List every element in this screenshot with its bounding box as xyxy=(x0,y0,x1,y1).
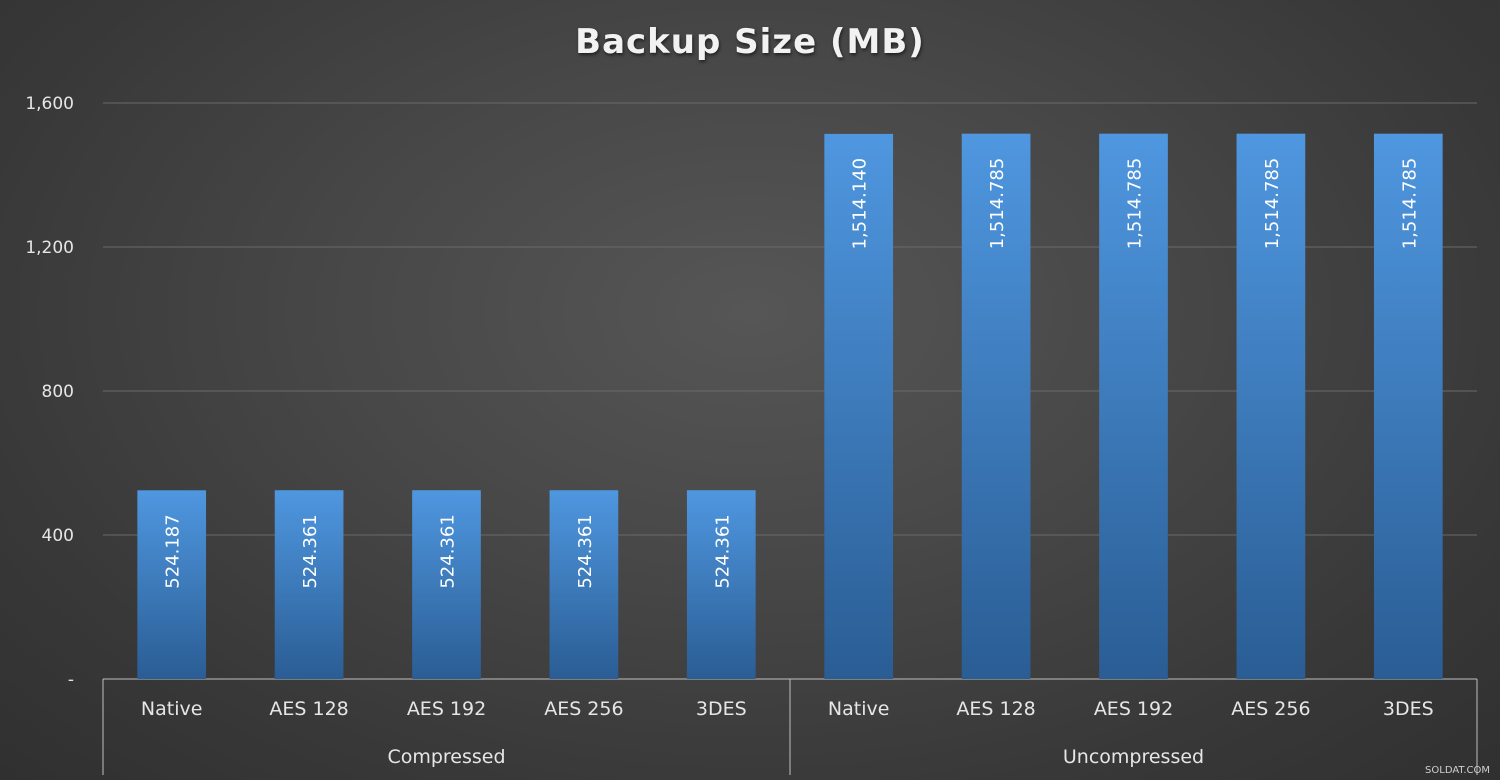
y-tick-label: 400 xyxy=(42,526,74,546)
data-label: 1,514.140 xyxy=(850,158,871,250)
data-label: 524.361 xyxy=(438,514,459,588)
data-label: 524.361 xyxy=(575,514,596,588)
data-label: 524.361 xyxy=(300,514,321,588)
data-label: 1,514.785 xyxy=(1399,158,1420,250)
watermark-text: SOLDAT.COM xyxy=(1425,765,1490,776)
bar xyxy=(137,490,207,679)
data-label: 524.361 xyxy=(712,514,733,588)
x-tick-label: Native xyxy=(828,698,890,720)
bar xyxy=(824,133,894,679)
x-tick-label: 3DES xyxy=(696,698,747,720)
x-tick-label: AES 256 xyxy=(544,698,623,720)
x-tick-label: AES 128 xyxy=(269,698,348,720)
bar xyxy=(961,133,1031,680)
bar xyxy=(686,490,756,679)
data-label: 1,514.785 xyxy=(987,158,1008,250)
group-label: Compressed xyxy=(387,746,505,768)
bar xyxy=(549,490,619,679)
data-label: 1,514.785 xyxy=(1125,158,1146,250)
bar xyxy=(1099,133,1168,680)
x-tick-label: AES 256 xyxy=(1231,698,1310,720)
data-label: 524.187 xyxy=(163,514,184,588)
bar xyxy=(1373,133,1443,680)
y-tick-label: 1,600 xyxy=(25,94,74,114)
x-tick-label: Native xyxy=(141,698,203,720)
chart-title: Backup Size (MB) xyxy=(575,22,925,62)
group-label: Uncompressed xyxy=(1063,746,1204,768)
y-tick-label: 800 xyxy=(42,382,74,402)
x-tick-label: 3DES xyxy=(1383,698,1434,720)
bar xyxy=(412,490,481,679)
x-tick-label: AES 192 xyxy=(1094,698,1173,720)
y-tick-label: - xyxy=(68,670,74,690)
y-tick-label: 1,200 xyxy=(25,238,74,258)
data-label: 1,514.785 xyxy=(1262,158,1283,250)
bar xyxy=(1236,133,1306,680)
x-tick-label: AES 128 xyxy=(956,698,1035,720)
x-tick-label: AES 192 xyxy=(407,698,486,720)
bar xyxy=(274,490,344,679)
